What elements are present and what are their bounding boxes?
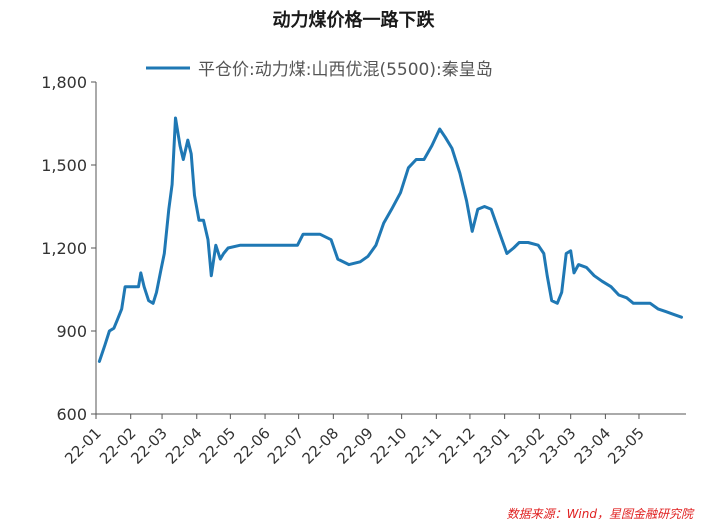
x-tick-label: 22-06: [230, 424, 274, 468]
x-tick-label: 23-05: [604, 424, 648, 468]
x-tick-label: 23-01: [470, 424, 514, 468]
x-tick-label: 22-05: [196, 424, 240, 468]
y-tick-label: 1,500: [41, 156, 87, 175]
x-tick-label: 22-10: [367, 424, 411, 468]
x-tick-label: 22-04: [162, 424, 206, 468]
x-tick-label: 22-03: [127, 424, 171, 468]
y-tick-label: 900: [56, 322, 87, 341]
y-tick-label: 1,800: [41, 73, 87, 92]
legend: 平仓价:动力煤:山西优混(5500):秦皇岛: [146, 60, 493, 80]
x-tick-label: 22-09: [333, 424, 377, 468]
x-tick-label: 23-04: [571, 424, 615, 468]
series-line: [97, 116, 683, 363]
y-axis: 600 900 1,200 1,500 1,800: [41, 73, 97, 424]
x-tick-label: 22-11: [402, 424, 446, 468]
plot-area: [97, 116, 683, 363]
x-axis: 22-0122-0222-0322-0422-0522-0622-0722-08…: [61, 413, 686, 468]
x-tick-label: 22-12: [435, 424, 479, 468]
x-tick-label: 22-07: [264, 424, 308, 468]
source-note: 数据来源：Wind，星图金融研究院: [506, 507, 693, 521]
y-tick-label: 1,200: [41, 239, 87, 258]
x-tick-label: 22-08: [299, 424, 343, 468]
legend-label: 平仓价:动力煤:山西优混(5500):秦皇岛: [198, 60, 493, 80]
y-tick-label: 600: [56, 405, 87, 424]
chart-title: 动力煤价格一路下跌: [272, 10, 435, 31]
x-tick-label: 23-03: [536, 424, 580, 468]
x-tick-label: 22-01: [61, 424, 105, 468]
